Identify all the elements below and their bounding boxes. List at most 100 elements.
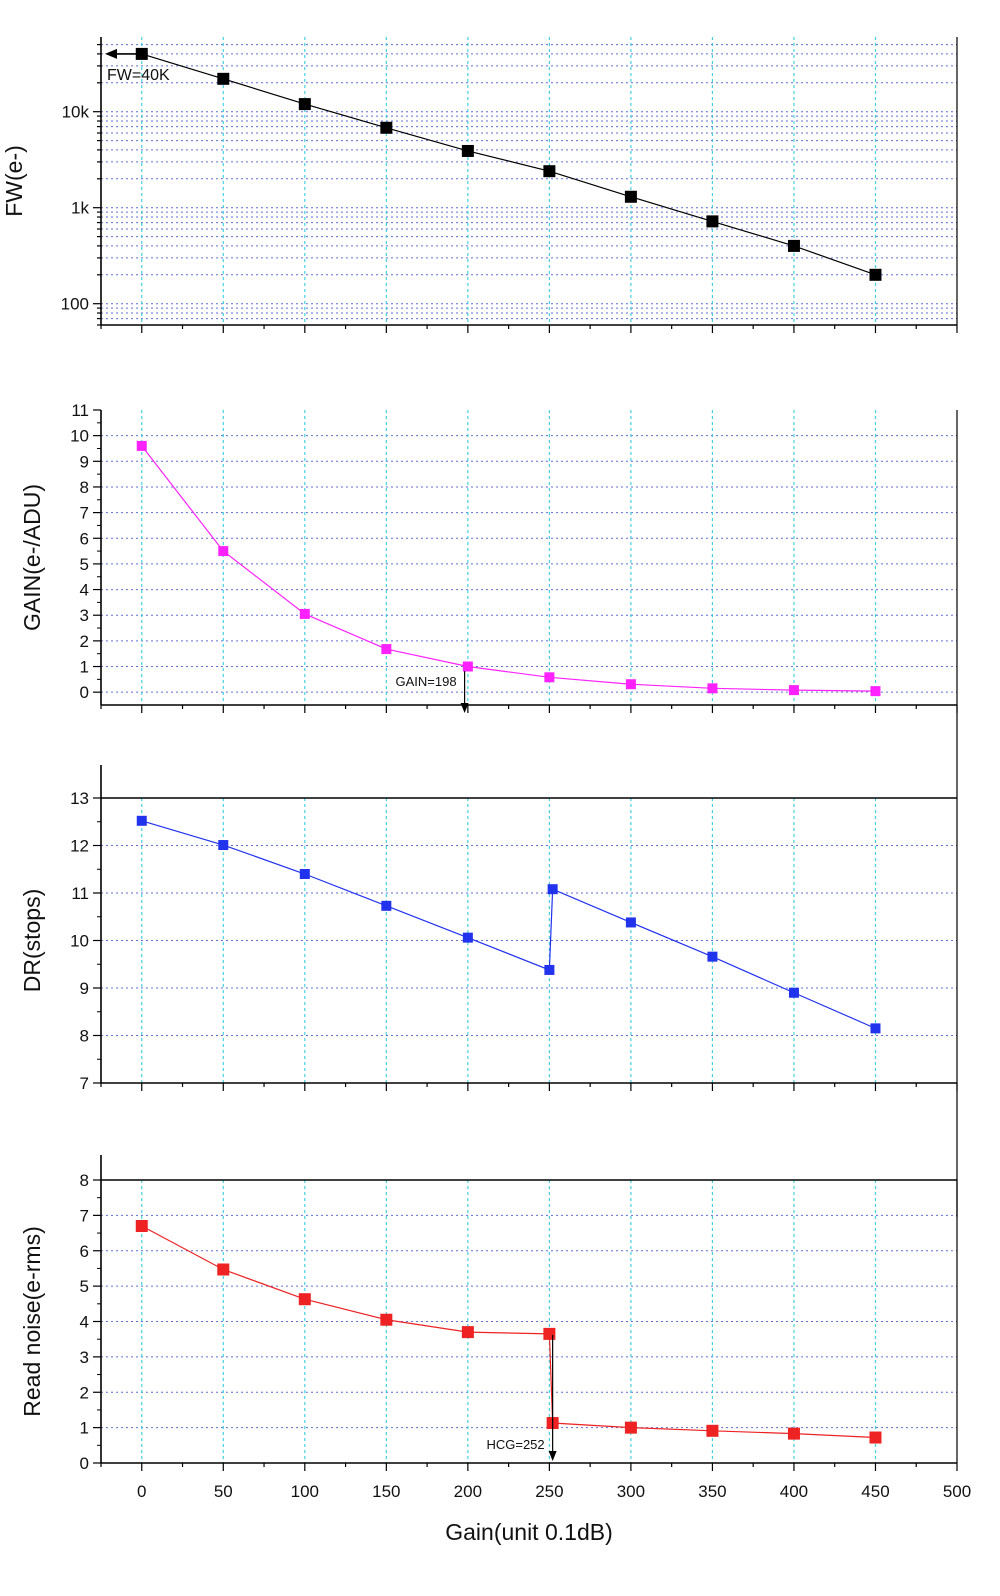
y-tick-label: 13 — [70, 789, 89, 808]
y-tick-label: 0 — [80, 1454, 89, 1473]
x-tick-label: 0 — [137, 1482, 146, 1501]
data-point — [218, 840, 229, 851]
y-tick-label: 1 — [80, 658, 89, 677]
chart-panel-4: 0 1 2 3 4 5 6 7 8 Read noise(e-rms) HCG=252 0 50 100 1… — [19, 1171, 971, 1545]
y-tick-label: 1k — [71, 199, 89, 218]
data-point — [869, 1431, 882, 1444]
data-point — [461, 144, 474, 157]
x-tick-label: 250 — [535, 1482, 563, 1501]
y-tick-label: 10k — [62, 103, 90, 122]
data-point — [706, 215, 719, 228]
x-tick-label: 200 — [454, 1482, 482, 1501]
y-tick-label: 7 — [80, 1074, 89, 1093]
y-axis-title: Read noise(e-rms) — [19, 1226, 45, 1416]
x-tick-label: 500 — [943, 1482, 971, 1501]
data-point — [544, 964, 555, 975]
y-tick-label: 3 — [80, 1348, 89, 1367]
data-point — [380, 1313, 393, 1326]
chart-panel-2: 0 1 2 3 4 5 6 7 8 9 10 11 GAIN(e-/ADU) GAIN=198 — [19, 401, 958, 713]
annotation-label: HCG=252 — [486, 1437, 544, 1452]
data-point — [787, 239, 800, 252]
data-point — [788, 685, 799, 696]
data-point — [870, 1023, 881, 1034]
data-point — [547, 884, 558, 895]
y-axis-title: FW(e-) — [1, 145, 27, 217]
data-point — [707, 951, 718, 962]
y-tick-label: 7 — [80, 504, 89, 523]
data-point — [381, 900, 392, 911]
y-tick-label: 4 — [80, 1313, 89, 1332]
data-point — [218, 546, 229, 557]
x-axis-title: Gain(unit 0.1dB) — [445, 1519, 612, 1545]
y-tick-label: 5 — [80, 555, 89, 574]
data-point — [217, 1263, 230, 1276]
y-axis-title: GAIN(e-/ADU) — [19, 484, 45, 631]
data-point — [544, 672, 555, 683]
x-tick-label: 350 — [698, 1482, 726, 1501]
data-point — [624, 190, 637, 203]
data-point — [299, 608, 310, 619]
data-point — [136, 440, 147, 451]
y-tick-label: 7 — [80, 1206, 89, 1225]
data-point — [462, 932, 473, 943]
y-tick-label: 11 — [71, 401, 89, 420]
data-point — [298, 98, 311, 111]
data-point — [461, 1326, 474, 1339]
y-tick-label: 4 — [80, 581, 89, 600]
data-point — [625, 917, 636, 928]
y-tick-label: 9 — [80, 979, 89, 998]
data-point — [707, 683, 718, 694]
y-tick-label: 0 — [80, 683, 89, 702]
y-tick-label: 12 — [70, 837, 89, 856]
y-tick-label: 9 — [80, 452, 89, 471]
data-point — [706, 1424, 719, 1437]
data-point — [217, 72, 230, 85]
y-tick-label: 10 — [70, 427, 89, 446]
y-tick-label: 6 — [80, 529, 89, 548]
data-point — [787, 1427, 800, 1440]
y-tick-label: 3 — [80, 606, 89, 625]
data-point — [381, 644, 392, 655]
data-point — [136, 815, 147, 826]
annotation-label: GAIN=198 — [396, 674, 457, 689]
y-tick-label: 10 — [70, 932, 89, 951]
y-tick-label: 8 — [80, 478, 89, 497]
chart-panel-1: 100 1k 10k FW(e-) FW=40K — [1, 37, 958, 333]
y-tick-label: 100 — [61, 295, 89, 314]
data-point — [870, 686, 881, 697]
x-tick-label: 450 — [861, 1482, 889, 1501]
data-point — [462, 661, 473, 672]
x-tick-label: 150 — [372, 1482, 400, 1501]
annotation-arrowhead — [460, 703, 469, 713]
data-point — [135, 1219, 148, 1232]
annotation-arrowhead — [105, 48, 117, 59]
data-point — [543, 165, 556, 178]
data-point — [380, 121, 393, 134]
y-tick-label: 6 — [80, 1242, 89, 1261]
data-point — [788, 987, 799, 998]
y-tick-label: 8 — [80, 1027, 89, 1046]
y-tick-label: 2 — [80, 1383, 89, 1402]
x-tick-label: 100 — [291, 1482, 319, 1501]
data-point — [624, 1421, 637, 1434]
data-point — [298, 1293, 311, 1306]
data-point — [869, 268, 882, 281]
data-point — [299, 869, 310, 879]
data-point — [543, 1327, 556, 1340]
series-line — [141, 445, 876, 692]
annotation-label: FW=40K — [107, 67, 170, 84]
series-line — [141, 1225, 876, 1439]
y-tick-label: 1 — [80, 1419, 89, 1438]
y-tick-label: 5 — [80, 1277, 89, 1296]
series-line — [141, 820, 876, 1029]
y-tick-label: 11 — [71, 884, 89, 903]
y-tick-label: 2 — [80, 632, 89, 651]
series-line — [141, 53, 876, 276]
x-tick-label: 50 — [214, 1482, 233, 1501]
x-tick-label: 400 — [780, 1482, 808, 1501]
chart-panel-3: 7 8 9 10 11 12 13 DR(stops) — [19, 789, 958, 1093]
data-point — [625, 679, 636, 690]
y-tick-label: 8 — [80, 1171, 89, 1190]
annotation-arrowhead — [548, 1451, 557, 1461]
